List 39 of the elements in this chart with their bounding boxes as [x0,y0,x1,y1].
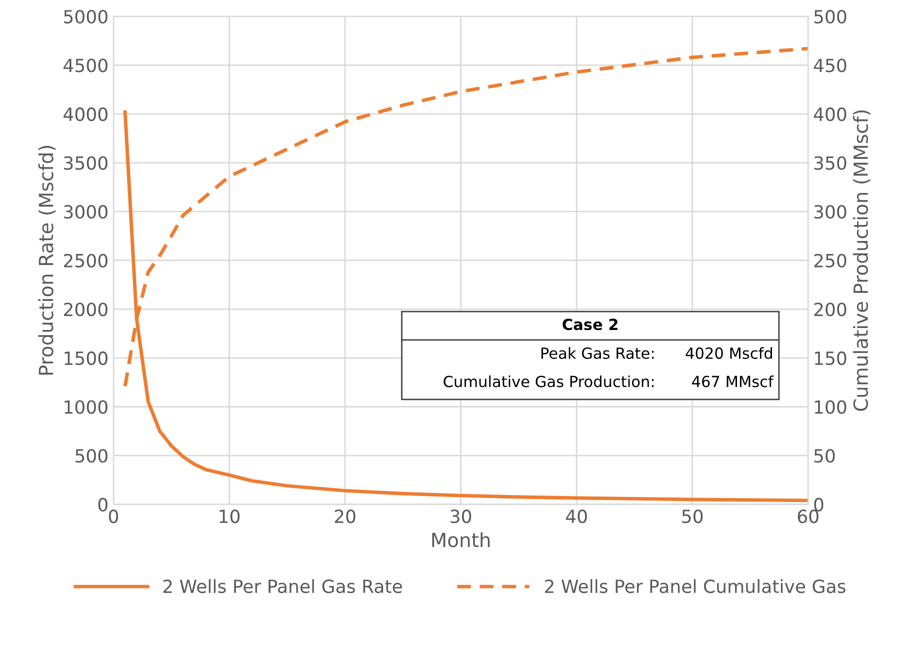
y2-axis-title: Cumulative Production (MMscf) [853,110,870,411]
x-tick-label: 10 [220,510,240,524]
x-tick-label: 40 [566,510,587,524]
y2-tick-label: 0 [814,498,824,512]
y2-tick-label: 500 [814,10,846,24]
y-tick-label: 5000 [64,10,108,24]
y-tick-label: 500 [76,449,108,463]
annotation: 467 MMscf [692,375,774,388]
y-tick-label: 2500 [64,254,108,268]
y-tick-label: 1000 [64,400,108,414]
y2-tick-label: 450 [814,58,846,72]
x-axis-title: Month [432,532,490,548]
y-tick-label: 1500 [64,351,108,366]
x-tick-label: 60 [798,510,818,524]
y2-tick-label: 200 [814,302,846,316]
x-tick-label: 30 [450,510,472,524]
x-tick-label: 20 [334,510,356,524]
y-tick-label: 0 [98,498,108,512]
y-tick-label: 3500 [64,156,108,170]
annotation: 4020 Mscfd [686,347,772,359]
y2-tick-label: 100 [814,400,846,414]
x-tick-label: 50 [682,510,703,524]
y2-tick-label: 400 [814,107,846,122]
legend-label: 2 Wells Per Panel Cumulative Gas [545,579,846,594]
x-tick-label: 0 [108,510,118,524]
y2-tick-label: 300 [814,205,846,219]
y-tick-label: 3000 [64,205,108,219]
y2-tick-label: 250 [814,254,846,268]
y-axis-title: Production Rate (Mscfd) [38,146,56,375]
y2-tick-label: 350 [814,156,846,170]
annotation: Cumulative Gas Production: [444,375,654,388]
y-tick-label: 4000 [64,107,108,122]
annotation: Case 2 [562,318,618,330]
legend-label: 2 Wells Per Panel Gas Rate [163,579,402,594]
annotation: Peak Gas Rate: [541,347,654,359]
y2-tick-label: 150 [814,351,846,366]
y-tick-label: 4500 [64,58,108,72]
y-tick-label: 2000 [64,302,108,316]
y2-tick-label: 50 [814,449,835,463]
